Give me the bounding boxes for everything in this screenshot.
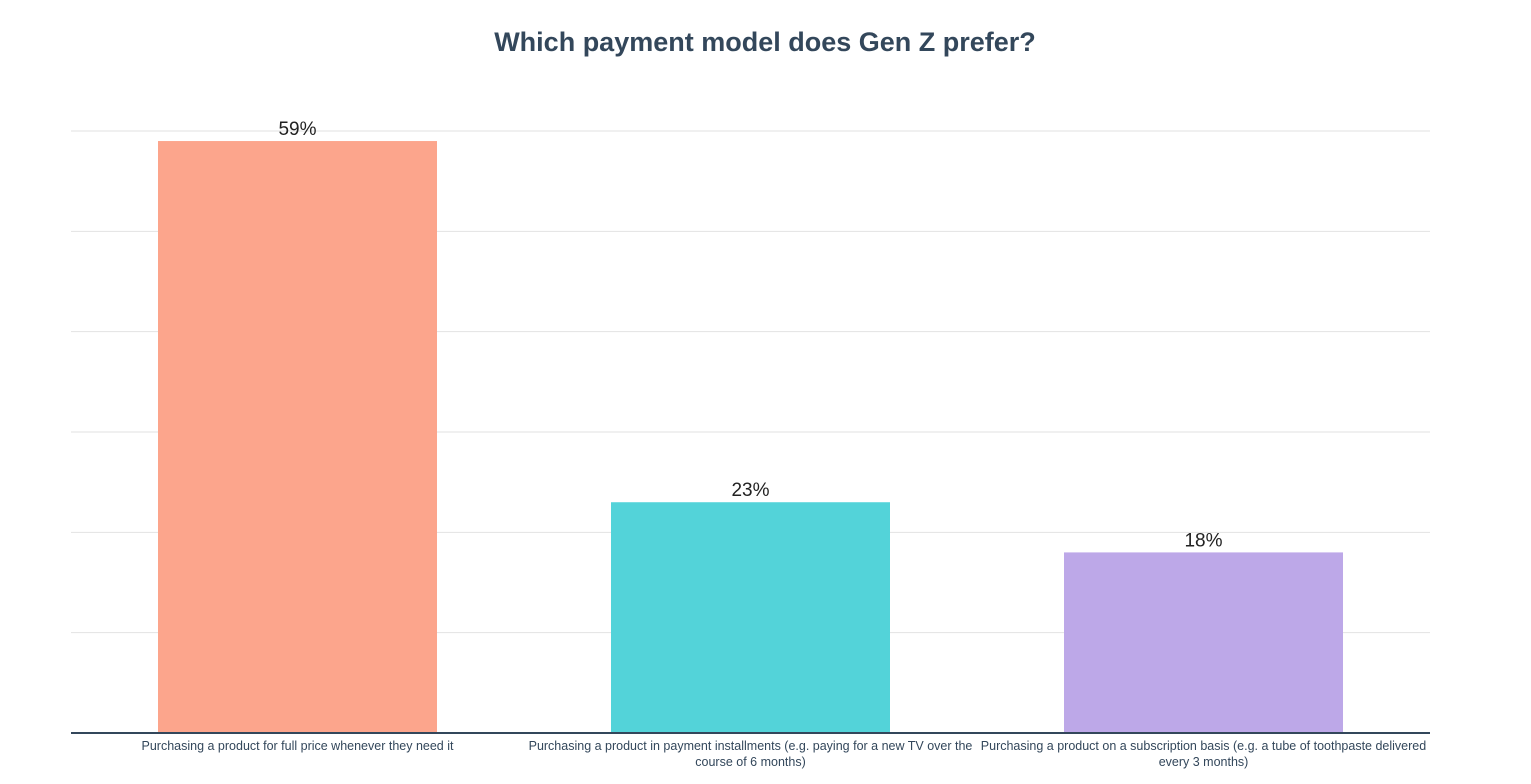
bar	[1064, 552, 1343, 733]
bar	[158, 141, 437, 734]
value-label: 18%	[1184, 530, 1222, 551]
x-tick-label: Purchasing a product for full price when…	[141, 739, 454, 753]
chart-title: Which payment model does Gen Z prefer?	[494, 27, 1036, 57]
x-tick-label: Purchasing a product in payment installm…	[528, 739, 973, 769]
bar	[611, 502, 890, 733]
value-label: 59%	[278, 119, 316, 140]
x-tick-label: Purchasing a product on a subscription b…	[980, 739, 1427, 769]
value-label: 23%	[731, 480, 769, 501]
